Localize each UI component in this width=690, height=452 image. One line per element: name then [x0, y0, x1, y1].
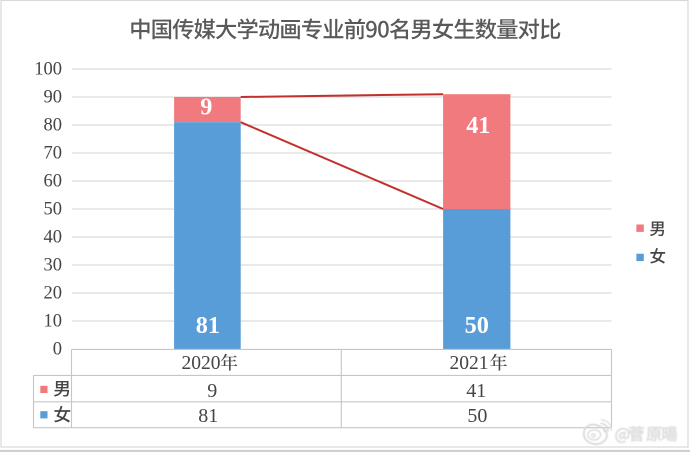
svg-text:2021: 2021 [450, 353, 489, 374]
svg-text:9: 9 [200, 93, 212, 120]
svg-text:50: 50 [467, 405, 487, 427]
svg-text:50: 50 [44, 200, 63, 220]
svg-text:80: 80 [44, 116, 63, 136]
svg-text:9: 9 [207, 380, 217, 402]
svg-text:60: 60 [44, 172, 63, 192]
svg-text:81: 81 [196, 312, 220, 339]
svg-text:40: 40 [44, 228, 63, 248]
svg-text:41: 41 [466, 112, 490, 139]
svg-text:10: 10 [44, 312, 63, 332]
svg-text:2020: 2020 [182, 353, 221, 374]
svg-text:50: 50 [465, 312, 489, 339]
svg-text:81: 81 [198, 405, 218, 427]
svg-text:30: 30 [44, 256, 63, 276]
svg-text:90: 90 [44, 88, 63, 108]
svg-text:41: 41 [466, 380, 486, 402]
svg-text:20: 20 [44, 284, 63, 304]
svg-text:0: 0 [53, 340, 62, 360]
svg-text:100: 100 [34, 60, 62, 80]
svg-text:70: 70 [44, 144, 63, 164]
